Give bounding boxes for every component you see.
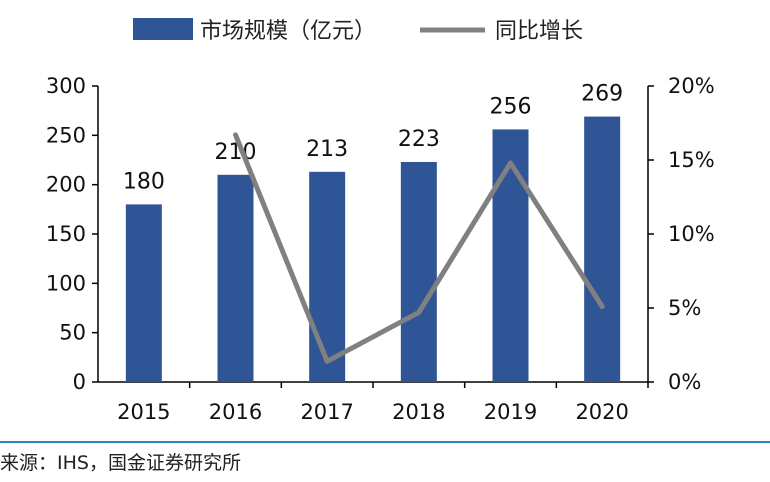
bar-data-label: 213 [306,137,348,162]
x-tick-label: 2018 [392,400,445,424]
legend-bar-label: 市场规模（亿元） [200,19,376,44]
y-left-tick-label: 150 [46,222,86,246]
x-tick-label: 2020 [575,400,628,424]
bar [217,174,254,382]
bar-data-label: 210 [215,140,257,165]
bar [125,204,162,382]
bar-data-label: 269 [581,82,623,107]
y-right-tick-label: 0% [668,370,701,394]
y-left-tick-label: 50 [59,321,86,345]
bar-data-label: 223 [398,127,440,152]
bar [309,171,346,382]
chart: 市场规模（亿元） 同比增长 0 50 100 150 200 250 300 0% 5% 10% 1… [46,18,715,424]
y-left-tick-label: 0 [73,370,86,394]
x-tick-label: 2016 [209,400,262,424]
x-tick-label: 2015 [117,400,170,424]
legend-line-label: 同比增长 [495,19,583,44]
y-right-tick-label: 15% [668,148,715,172]
plot-area: 0 50 100 150 200 250 300 0% 5% 10% 15% 20% 180 2015 21… [46,74,715,424]
y-left-tick-label: 300 [46,74,86,98]
bar-data-label: 256 [490,94,532,119]
source-divider [0,441,770,443]
x-tick-label: 2017 [300,400,353,424]
source-note: 来源：IHS，国金证券研究所 [0,452,241,474]
bar [400,161,437,382]
y-right-tick-label: 20% [668,74,715,98]
growth-line [233,132,605,364]
y-left-tick-label: 250 [46,123,86,147]
bar [492,129,529,382]
x-tick-label: 2019 [484,400,537,424]
legend-bar-swatch [133,18,193,40]
y-left-tick-label: 200 [46,173,86,197]
y-right-tick-label: 5% [668,296,701,320]
y-right-tick-label: 10% [668,222,715,246]
y-left-tick-label: 100 [46,271,86,295]
bar-data-label: 180 [123,169,165,194]
legend: 市场规模（亿元） 同比增长 [133,18,583,44]
bar [584,116,621,382]
